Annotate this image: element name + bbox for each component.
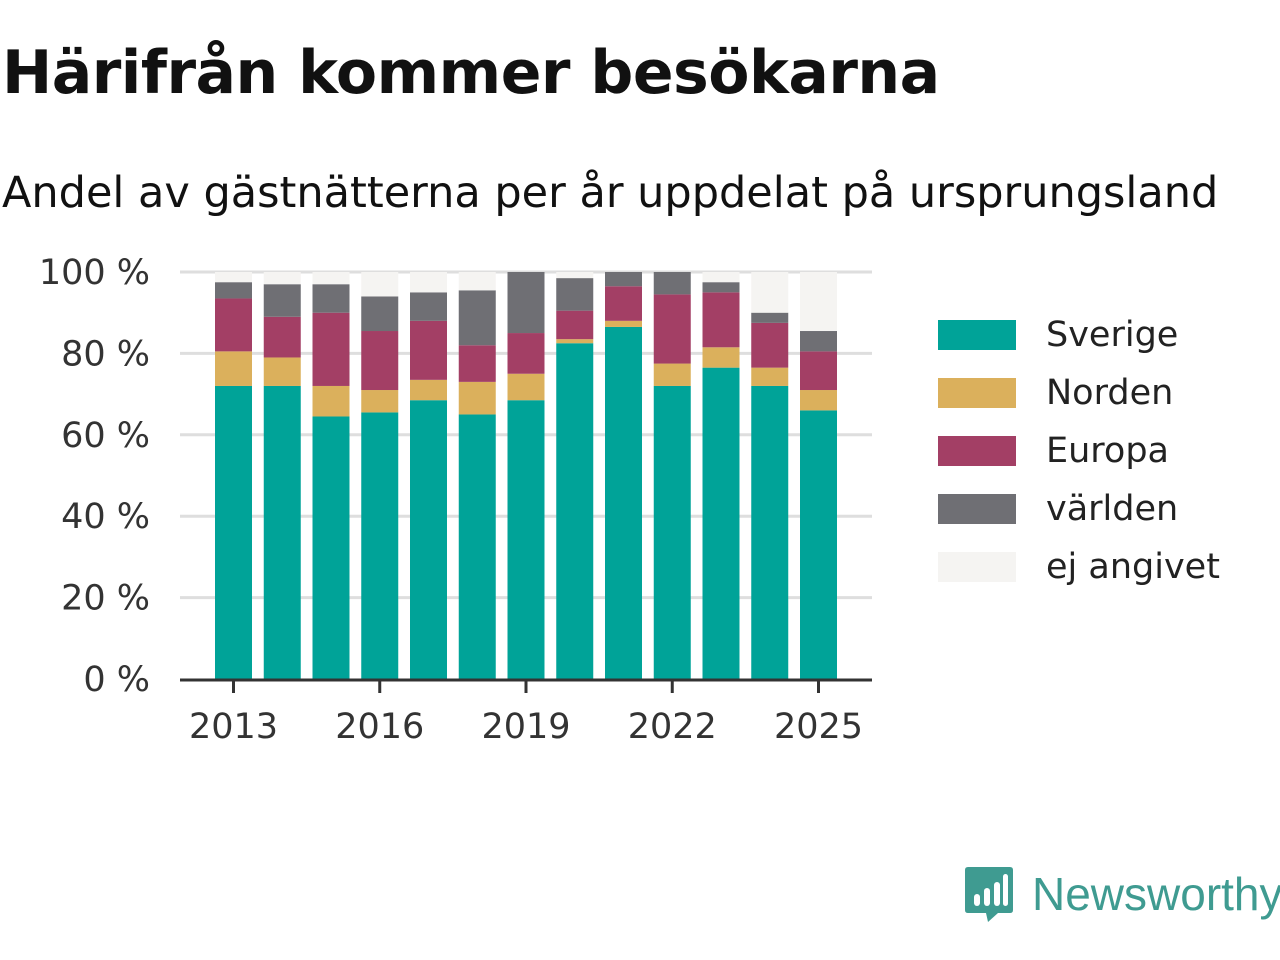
bar-2022-Sverige xyxy=(653,385,691,679)
bar-2013-världen xyxy=(215,282,252,299)
x-tick-label: 2025 xyxy=(774,707,863,747)
bar-2021-Europa xyxy=(605,286,642,321)
legend-item-ej-angivet: ej angivet xyxy=(938,538,1220,596)
bar-2017-ej-angivet xyxy=(410,272,447,293)
bar-2014-Norden xyxy=(263,357,301,386)
bar-2017-Norden xyxy=(410,379,447,401)
bar-2017-Sverige xyxy=(410,400,447,679)
bar-2018-Norden xyxy=(458,381,496,415)
y-axis-tick-labels: 0 % 20 % 40 % 60 % 80 % 100 % xyxy=(39,253,150,700)
bar-2025-Europa xyxy=(800,351,837,391)
bar-2022-Norden xyxy=(653,363,691,386)
bar-2018-Sverige xyxy=(458,414,496,679)
brand-name: Newsworthy xyxy=(1032,868,1280,920)
bar-2021-Norden xyxy=(605,320,642,327)
bar-2013-Norden xyxy=(215,351,252,386)
bar-2024-Norden xyxy=(751,367,789,386)
bar-2023-Sverige xyxy=(702,367,740,679)
bar-2017-världen xyxy=(410,292,447,321)
bar-2016-Sverige xyxy=(361,412,399,679)
x-tick-label: 2019 xyxy=(481,707,570,747)
bar-2014-Sverige xyxy=(263,385,301,679)
y-tick-label: 0 % xyxy=(83,660,150,700)
legend-label: Norden xyxy=(1046,373,1174,413)
bar-2013-Sverige xyxy=(215,385,252,679)
bar-2019-världen xyxy=(507,272,545,334)
legend-label: ej angivet xyxy=(1046,547,1220,587)
bar-2016-världen xyxy=(361,296,399,332)
bar-2023-världen xyxy=(702,282,740,293)
bar-2013-ej-angivet xyxy=(215,272,252,283)
bar-2015-ej-angivet xyxy=(312,272,350,285)
bar-2023-Europa xyxy=(702,292,740,348)
legend-label: Sverige xyxy=(1046,315,1179,355)
bar-2015-Europa xyxy=(312,312,350,386)
legend-swatch xyxy=(938,552,1016,582)
y-tick-label: 20 % xyxy=(61,579,150,619)
bar-2018-världen xyxy=(458,290,496,346)
y-tick-label: 60 % xyxy=(61,416,150,456)
bar-2014-Europa xyxy=(263,316,301,358)
bar-2015-Sverige xyxy=(312,416,350,679)
bar-2023-ej-angivet xyxy=(702,272,740,283)
legend-swatch xyxy=(938,378,1016,408)
bar-2024-Sverige xyxy=(751,385,789,679)
bar-2020-Norden xyxy=(556,339,594,344)
y-tick-label: 80 % xyxy=(61,334,150,374)
legend-item-Norden: Norden xyxy=(938,364,1220,422)
bar-2017-Europa xyxy=(410,320,447,380)
bar-2019-Sverige xyxy=(507,400,545,679)
legend-item-Sverige: Sverige xyxy=(938,306,1220,364)
legend: Sverige Norden Europa världen ej angivet xyxy=(938,306,1220,596)
y-tick-label: 100 % xyxy=(39,253,150,293)
legend-label: världen xyxy=(1046,489,1179,529)
legend-item-Europa: Europa xyxy=(938,422,1220,480)
bar-2025-Norden xyxy=(800,390,837,411)
legend-item-världen: världen xyxy=(938,480,1220,538)
legend-swatch xyxy=(938,436,1016,466)
x-tick-label: 2016 xyxy=(335,707,424,747)
bars xyxy=(215,272,837,679)
chart-title: Härifrån kommer besökarna xyxy=(2,38,940,108)
y-tick-label: 40 % xyxy=(61,497,150,537)
bar-2018-Europa xyxy=(458,345,496,382)
bar-2016-Norden xyxy=(361,390,399,413)
x-tick-label: 2022 xyxy=(628,707,717,747)
bar-2025-ej-angivet xyxy=(800,272,837,332)
legend-swatch xyxy=(938,494,1016,524)
legend-label: Europa xyxy=(1046,431,1169,471)
bar-2019-Europa xyxy=(507,333,545,374)
bar-2024-Europa xyxy=(751,322,789,368)
newsworthy-logo-icon xyxy=(965,867,1013,922)
legend-swatch xyxy=(938,320,1016,350)
bar-2022-Europa xyxy=(653,294,691,364)
stacked-bar-chart: 0 % 20 % 40 % 60 % 80 % 100 % 2013 2016 2019 202… xyxy=(39,253,872,747)
bar-2015-världen xyxy=(312,284,350,313)
bar-2025-Sverige xyxy=(800,410,837,679)
chart-subtitle: Andel av gästnätterna per år uppdelat på… xyxy=(2,168,1219,218)
bar-2018-ej-angivet xyxy=(458,272,496,291)
bar-2023-Norden xyxy=(702,347,740,368)
bar-2016-ej-angivet xyxy=(361,272,399,297)
bar-2025-världen xyxy=(800,331,837,352)
x-axis-ticks: 2013 2016 2019 2022 2025 xyxy=(189,680,863,747)
bar-2013-Europa xyxy=(215,298,252,352)
bar-2020-ej-angivet xyxy=(556,272,594,279)
bar-2020-Europa xyxy=(556,310,594,340)
bar-2022-världen xyxy=(653,272,691,295)
bar-2021-Sverige xyxy=(605,326,642,679)
bar-2015-Norden xyxy=(312,385,350,417)
bar-2016-Europa xyxy=(361,331,399,391)
bar-2014-världen xyxy=(263,284,301,317)
bar-2024-världen xyxy=(751,312,789,323)
bar-2014-ej-angivet xyxy=(263,272,301,285)
bar-2021-världen xyxy=(605,272,642,287)
bar-2024-ej-angivet xyxy=(751,272,789,313)
bar-2020-världen xyxy=(556,278,594,311)
x-tick-label: 2013 xyxy=(189,707,278,747)
bar-2019-Norden xyxy=(507,373,545,401)
bar-2020-Sverige xyxy=(556,343,594,679)
brand-logo: Newsworthy xyxy=(964,864,1280,924)
